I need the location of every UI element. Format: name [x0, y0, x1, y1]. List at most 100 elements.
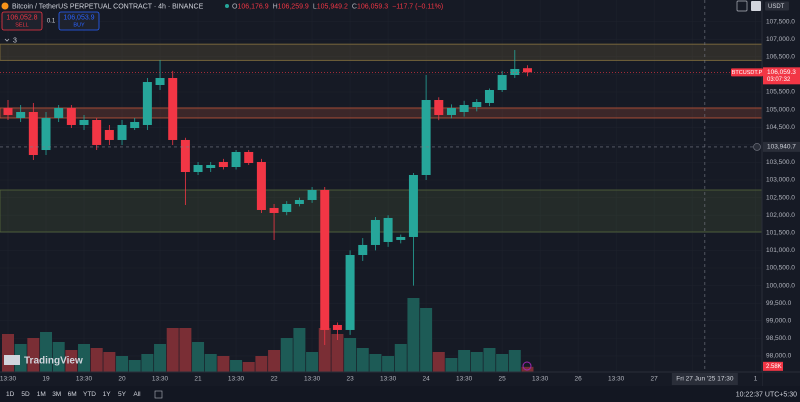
- currency-button[interactable]: [765, 1, 789, 11]
- y-tick-label: 103,500.0: [766, 159, 795, 166]
- volume-bar: [217, 356, 230, 372]
- volume-bar: [27, 338, 40, 372]
- buy-button[interactable]: [58, 11, 100, 31]
- ohlc-value: 106,259.9: [278, 3, 309, 10]
- grid: [0, 0, 762, 372]
- candle-body: [66, 107, 76, 125]
- settings-button[interactable]: [751, 1, 761, 11]
- candle-body: [510, 68, 520, 76]
- y-tick-label: 107,500.0: [766, 18, 795, 25]
- candles: [3, 50, 532, 345]
- date-range-button[interactable]: [154, 390, 163, 399]
- candle-body: [231, 151, 241, 168]
- range-button[interactable]: 1D: [6, 391, 15, 398]
- crosshair-price-tag: [763, 141, 800, 152]
- volume-bar: [255, 356, 268, 372]
- volume-bar: [331, 334, 344, 372]
- y-tick-label: 102,500.0: [766, 194, 795, 201]
- candle-body: [484, 89, 494, 103]
- range-button[interactable]: YTD: [83, 391, 96, 398]
- volume-bar: [432, 352, 445, 372]
- range-buttons: 1D 5D 1M 3M 6M YTD 1Y 5Y All: [6, 390, 163, 399]
- time-axis: [0, 372, 762, 386]
- volume-label: 2.58K: [766, 364, 782, 370]
- volume-pane: [2, 298, 534, 372]
- volume-bar: [268, 350, 281, 372]
- change: −117.7 (−0.11%): [392, 3, 443, 10]
- range-button[interactable]: All: [133, 391, 141, 398]
- indicators-toggle[interactable]: [4, 38, 10, 42]
- candle-body: [28, 111, 38, 156]
- volume-bar: [280, 338, 293, 372]
- y-tick-label: 99,000.0: [766, 318, 792, 325]
- logo-mark: [4, 355, 20, 365]
- candle-body: [193, 165, 203, 173]
- x-tick-label: 13:30: [304, 376, 321, 383]
- sell-label: SELL: [15, 22, 28, 28]
- volume-bar: [470, 352, 483, 372]
- x-tick-label: 27: [651, 376, 659, 383]
- candle-body: [79, 119, 89, 125]
- price-zone: [0, 43, 763, 61]
- volume-bar: [293, 328, 306, 372]
- range-button[interactable]: 3M: [52, 391, 61, 398]
- volume-bar: [40, 332, 53, 372]
- candle-body: [117, 124, 127, 140]
- ohlc-key: O: [232, 3, 238, 10]
- volume-bar: [154, 344, 167, 372]
- logo-text: TradingView: [24, 356, 83, 367]
- crosshair-time-label: Fri 27 Jun '25 17:30: [676, 376, 734, 383]
- zones: [0, 43, 763, 233]
- candle-body: [218, 161, 228, 168]
- x-tick-label: 13:30: [76, 376, 93, 383]
- y-tick-label: 102,000.0: [766, 212, 795, 219]
- add-alert[interactable]: [753, 143, 761, 151]
- sell-button[interactable]: [1, 11, 43, 31]
- crosshair-time-tag: [671, 373, 738, 385]
- volume-bar: [508, 350, 521, 372]
- candle-body: [307, 189, 317, 200]
- volume-bar: [52, 342, 65, 372]
- candle-body: [104, 129, 114, 140]
- buy-label: BUY: [73, 22, 85, 28]
- volume-bar: [103, 352, 116, 372]
- candle-body: [256, 161, 266, 210]
- x-tick-label: 13:30: [608, 376, 625, 383]
- volume-bar: [116, 356, 129, 372]
- volume-bar: [306, 352, 319, 372]
- ohlc-value: 106,176.9: [237, 3, 268, 10]
- volume-bar: [420, 308, 433, 372]
- range-button[interactable]: 1M: [37, 391, 46, 398]
- volume-bar: [394, 344, 407, 372]
- candle-body: [294, 199, 304, 205]
- x-tick-label: 25: [499, 376, 507, 383]
- ohlc-value: 105,949.2: [317, 3, 348, 10]
- volume-bar: [356, 348, 369, 372]
- x-tick-label: 1: [754, 376, 758, 383]
- candle-body: [130, 121, 140, 129]
- x-tick-label: 21: [194, 376, 202, 383]
- volume-bar: [344, 338, 357, 372]
- range-button[interactable]: 6M: [68, 391, 77, 398]
- range-button[interactable]: 5Y: [118, 391, 127, 398]
- axis-markers: BTCUSDT.P 106,059.303:07:32 103,940.7 Fri 2…: [671, 67, 800, 385]
- x-tick-label: 20: [118, 376, 126, 383]
- symbol-tag: [731, 68, 763, 77]
- symbol-title[interactable]: Bitcoin / TetherUS PERPETUAL CONTRACT · …: [12, 3, 204, 10]
- alert-button[interactable]: [736, 0, 748, 12]
- range-button[interactable]: 1Y: [103, 391, 112, 398]
- candle-body: [244, 151, 254, 163]
- candle-body: [396, 236, 406, 240]
- candle-body: [41, 117, 51, 151]
- buy-price: 106,053.9: [63, 14, 94, 21]
- volume-bar: [166, 328, 179, 372]
- y-tick-label: 104,500.0: [766, 124, 795, 131]
- candle-body: [180, 139, 190, 173]
- event-marker[interactable]: [522, 361, 532, 371]
- x-tick-label: 13:30: [456, 376, 473, 383]
- candle-body: [269, 207, 279, 213]
- range-button[interactable]: 5D: [21, 391, 30, 398]
- clock: 10:22:37 UTC+5:30: [736, 391, 797, 398]
